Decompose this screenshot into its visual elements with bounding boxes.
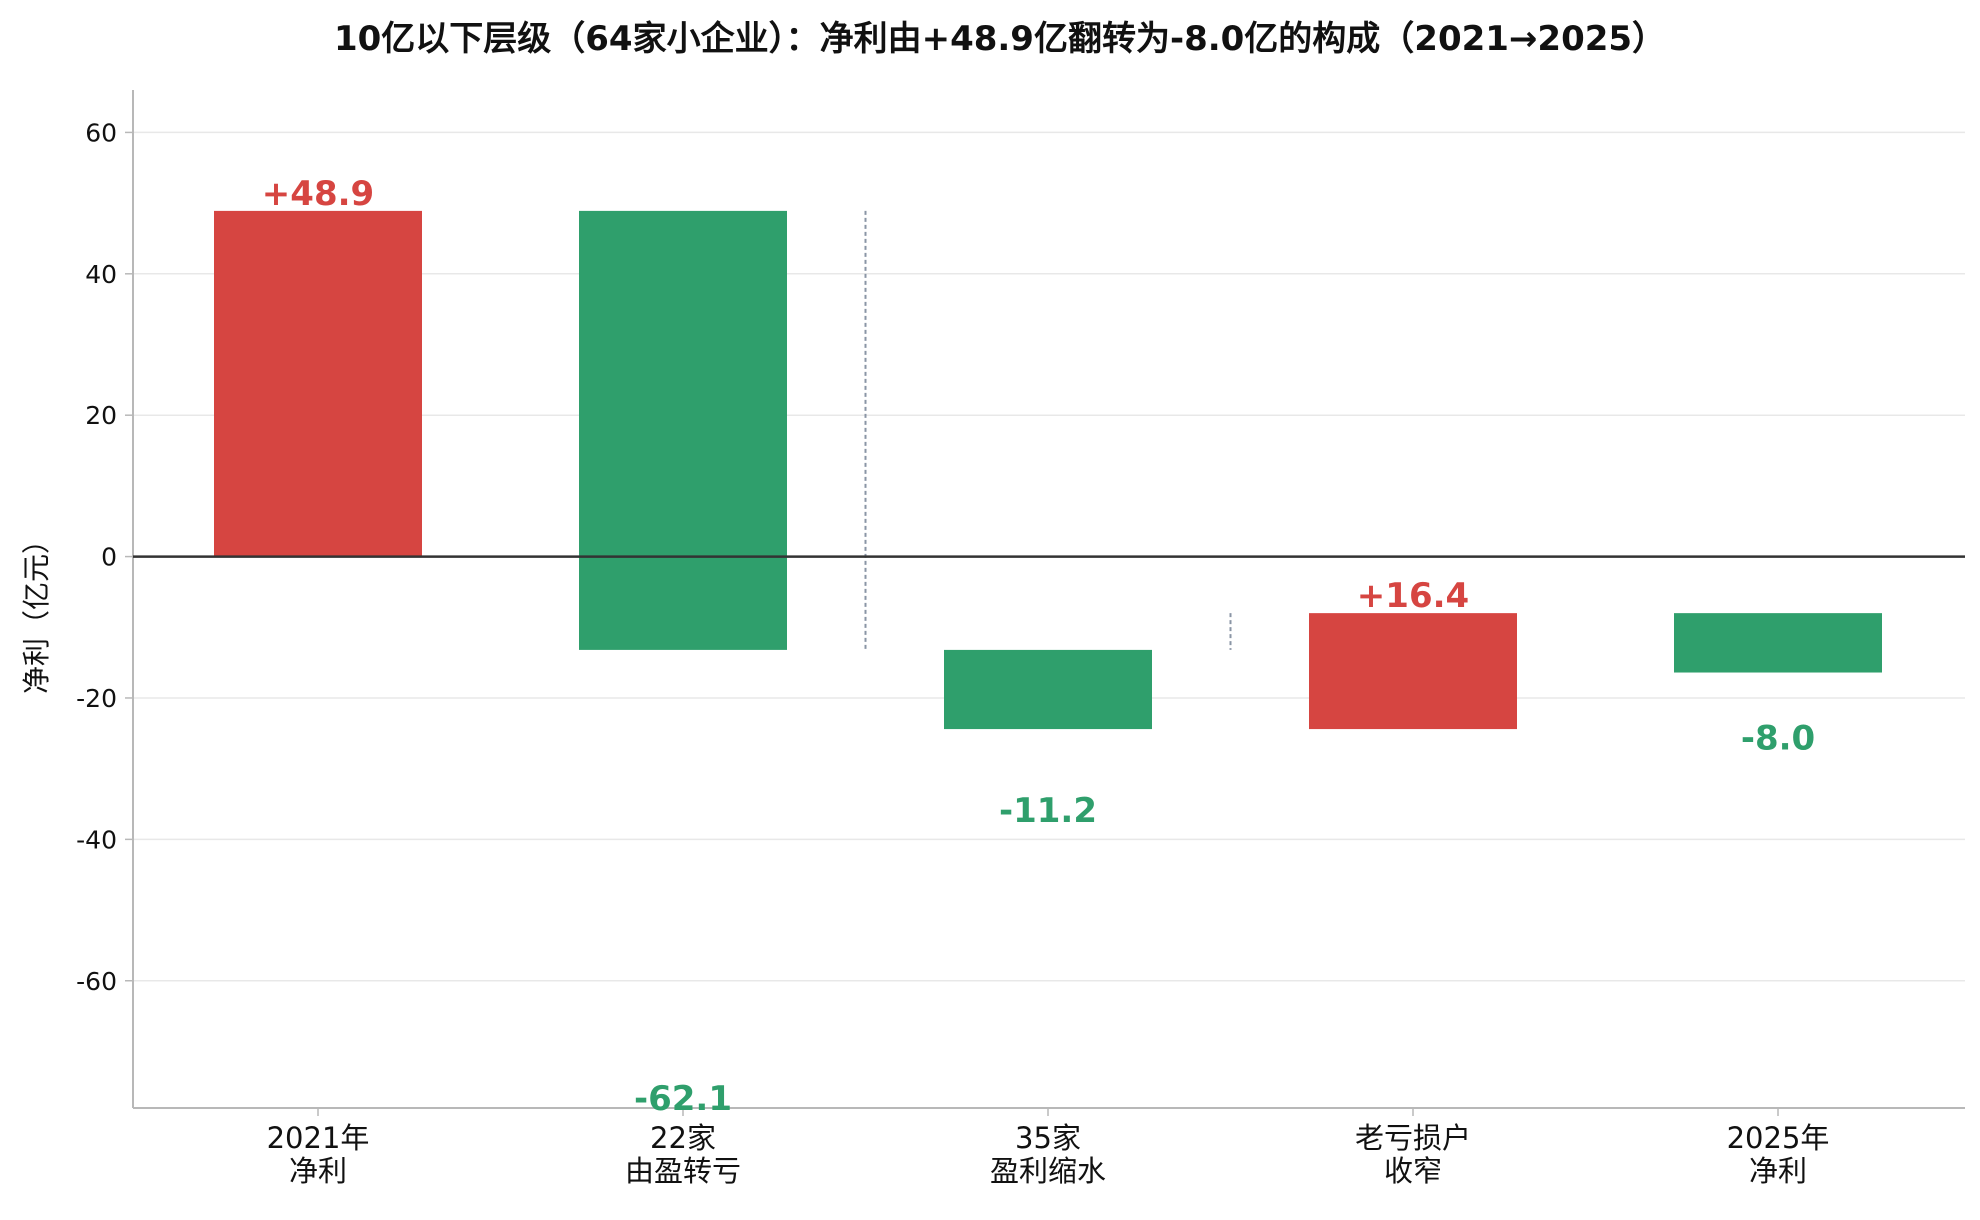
y-tick-label: -60 — [76, 967, 117, 996]
chart-title: 10亿以下层级（64家小企业）：净利由+48.9亿翻转为-8.0亿的构成（202… — [334, 19, 1666, 59]
bar-value-label: -8.0 — [1741, 719, 1815, 759]
x-tick-label: 2025年 — [1727, 1121, 1830, 1155]
waterfall-bar — [579, 210, 787, 650]
x-tick-label: 净利 — [1749, 1154, 1807, 1188]
bars — [214, 210, 1882, 730]
x-tick-label: 盈利缩水 — [990, 1154, 1106, 1188]
x-tick-label: 净利 — [289, 1154, 347, 1188]
bar-value-label: -62.1 — [634, 1079, 732, 1119]
bar-value-label: +16.4 — [1357, 576, 1469, 616]
x-tick-label: 收窄 — [1384, 1154, 1442, 1188]
axes: 6040200-20-40-602021年净利22家由盈转亏35家盈利缩水老亏损… — [76, 90, 1965, 1188]
waterfall-bar — [214, 210, 422, 557]
x-tick-label: 22家 — [650, 1121, 716, 1155]
labels: +48.9 -62.1 -11.2 +16.4 -8.0 — [262, 174, 1815, 1119]
x-tick-label: 2021年 — [267, 1121, 370, 1155]
bar-value-label: +48.9 — [262, 174, 374, 214]
connectors — [864, 210, 1232, 650]
y-tick-label: 0 — [101, 543, 117, 572]
y-tick-label: 40 — [85, 260, 117, 289]
x-tick-label: 老亏损户 — [1355, 1121, 1471, 1155]
y-tick-label: 20 — [85, 401, 117, 430]
y-axis-title: 净利（亿元） — [20, 526, 53, 694]
waterfall-bar — [1674, 613, 1882, 673]
y-tick-label: -40 — [76, 825, 117, 854]
waterfall-bar — [1309, 613, 1517, 730]
y-tick-label: 60 — [85, 118, 117, 147]
y-tick-label: -20 — [76, 684, 117, 713]
bar-value-label: -11.2 — [999, 791, 1097, 831]
x-tick-label: 35家 — [1015, 1121, 1081, 1155]
waterfall-bar — [944, 649, 1152, 730]
x-tick-label: 由盈转亏 — [625, 1154, 741, 1188]
